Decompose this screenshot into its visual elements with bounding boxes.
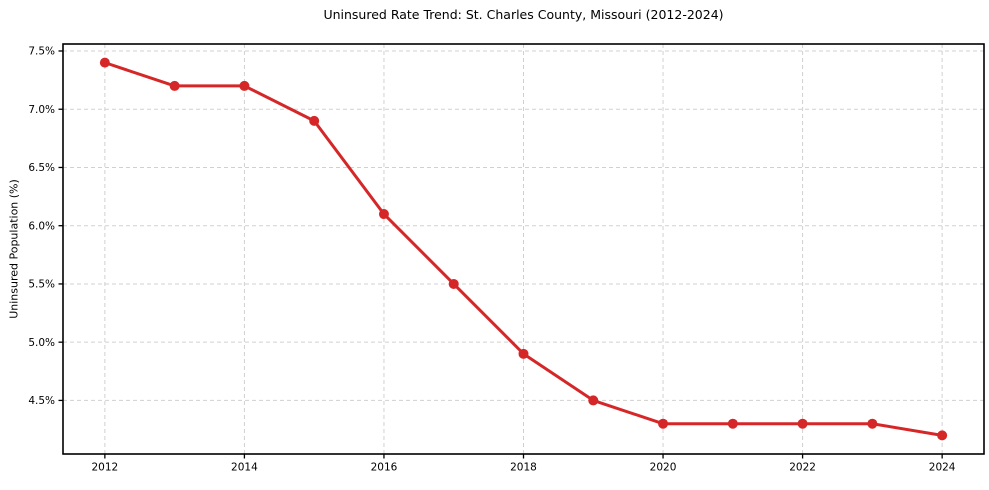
y-tick-label: 5.0%	[28, 337, 55, 349]
y-tick-label: 7.0%	[28, 104, 55, 116]
x-tick-label: 2014	[231, 462, 258, 474]
data-point-2017	[448, 278, 459, 289]
data-point-2019	[588, 395, 599, 406]
data-point-2022	[797, 418, 808, 429]
x-tick-label: 2024	[929, 462, 956, 474]
x-tick-label: 2018	[510, 462, 537, 474]
data-point-2020	[658, 418, 669, 429]
data-point-2021	[727, 418, 738, 429]
data-point-2014	[239, 80, 250, 91]
x-tick-label: 2022	[789, 462, 816, 474]
x-tick-label: 2016	[371, 462, 398, 474]
y-tick-label: 6.0%	[28, 220, 55, 232]
y-tick-label: 7.5%	[28, 46, 55, 58]
y-tick-label: 4.5%	[28, 395, 55, 407]
data-point-2015	[309, 115, 320, 126]
data-point-2023	[867, 418, 878, 429]
x-tick-label: 2020	[650, 462, 677, 474]
data-point-2012	[99, 57, 110, 68]
data-point-2016	[378, 209, 389, 220]
chart-title: Uninsured Rate Trend: St. Charles County…	[323, 7, 724, 22]
x-tick-label: 2012	[91, 462, 118, 474]
data-point-2018	[518, 348, 529, 359]
data-point-2013	[169, 80, 180, 91]
y-tick-label: 6.5%	[28, 162, 55, 174]
y-tick-label: 5.5%	[28, 279, 55, 291]
data-point-2024	[937, 430, 948, 441]
